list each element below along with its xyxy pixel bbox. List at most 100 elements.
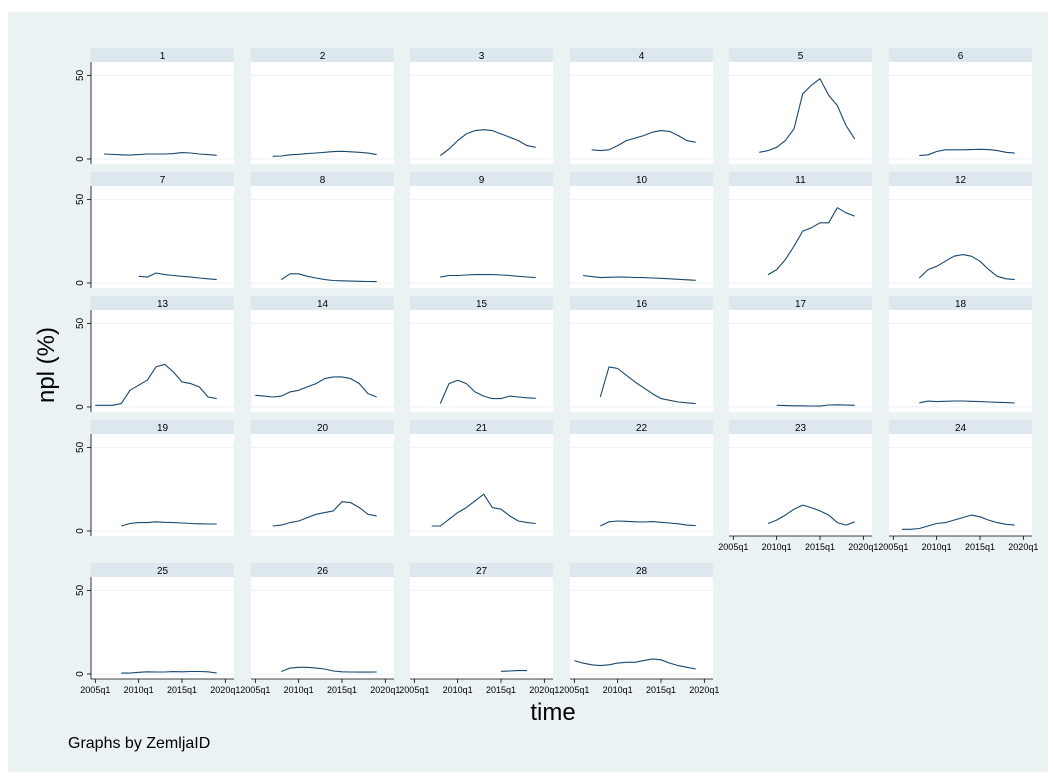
series-line — [776, 404, 855, 407]
x-tick-label: 2005q1 — [718, 542, 748, 552]
plot-area — [570, 296, 713, 412]
panel-27: 27 2005q1 2010q1 2015q1 2020q1 — [399, 563, 559, 695]
plot-area — [251, 420, 394, 536]
panel-title-strip — [570, 420, 713, 434]
panel-title: 25 — [157, 566, 169, 577]
panel-5: 5 — [729, 48, 872, 164]
panel-title-strip — [889, 172, 1032, 186]
panel-title: 20 — [317, 423, 329, 434]
plot-area — [570, 563, 713, 679]
x-axis-title: time — [530, 699, 575, 726]
plot-area — [91, 420, 234, 536]
plot-area — [889, 420, 1032, 536]
plot-area — [91, 172, 234, 288]
graphs-by-note: Graphs by ZemljaID — [68, 735, 210, 752]
series-line — [255, 376, 377, 398]
panel-title: 15 — [476, 299, 488, 310]
plot-area — [410, 48, 553, 164]
panel-title: 14 — [317, 299, 329, 310]
panel-2: 2 — [251, 48, 394, 164]
x-tick-label: 2020q1 — [210, 685, 240, 695]
plot-area — [889, 296, 1032, 412]
series-line — [767, 504, 855, 526]
panel-title: 3 — [479, 51, 485, 62]
plot-area — [251, 296, 394, 412]
panel-title-strip — [570, 563, 713, 577]
plot-area — [570, 420, 713, 536]
y-tick-label: 50 — [75, 441, 86, 453]
panel-title: 12 — [955, 175, 967, 186]
panel-title-strip — [729, 172, 872, 186]
panel-11: 11 — [729, 172, 872, 288]
x-tick-label: 2005q1 — [240, 685, 270, 695]
panel-title-strip — [729, 420, 872, 434]
panel-title-strip — [251, 172, 394, 186]
panel-17: 17 — [729, 296, 872, 412]
x-tick-label: 2010q1 — [603, 685, 633, 695]
panel-title: 17 — [795, 299, 807, 310]
panel-28: 28 2005q1 2010q1 2015q1 2020q1 — [559, 563, 719, 695]
panel-6: 6 — [889, 48, 1032, 164]
series-line — [574, 658, 696, 670]
plot-area — [91, 563, 234, 679]
panel-title: 26 — [317, 566, 329, 577]
panel-24: 24 2005q1 2010q1 2015q1 2020q1 — [878, 420, 1038, 552]
panel-title: 11 — [795, 175, 806, 186]
panel-title: 13 — [157, 299, 169, 310]
y-tick-label: 50 — [75, 69, 86, 81]
panel-4: 4 — [570, 48, 713, 164]
panel-title-strip — [410, 172, 553, 186]
series-line — [591, 130, 696, 152]
panel-title-strip — [889, 420, 1032, 434]
series-line — [121, 670, 217, 674]
x-tick-label: 2010q1 — [922, 542, 952, 552]
panel-title-strip — [570, 48, 713, 62]
series-line — [919, 400, 1015, 404]
panel-title-strip — [91, 563, 234, 577]
series-line — [759, 78, 856, 153]
series-line — [439, 129, 536, 157]
series-line — [103, 152, 217, 156]
panel-12: 12 — [889, 172, 1032, 288]
panel-title: 21 — [476, 423, 488, 434]
x-tick-label: 2020q1 — [848, 542, 878, 552]
series-line — [902, 514, 1015, 530]
y-tick-label: 0 — [75, 404, 86, 410]
plot-area — [91, 48, 234, 164]
plot-area — [410, 172, 553, 288]
panel-title: 19 — [157, 423, 169, 434]
panel-title: 7 — [160, 175, 166, 186]
x-tick-label: 2015q1 — [486, 685, 516, 695]
x-tick-label: 2020q1 — [1008, 542, 1038, 552]
panel-title-strip — [570, 172, 713, 186]
panel-title: 27 — [476, 566, 488, 577]
plot-area — [410, 420, 553, 536]
series-line — [138, 272, 217, 281]
y-tick-label: 50 — [75, 317, 86, 329]
panel-title-strip — [410, 420, 553, 434]
series-line — [918, 254, 1015, 281]
panel-title-strip — [91, 420, 234, 434]
panel-title: 24 — [955, 423, 967, 434]
panel-title-strip — [729, 48, 872, 62]
panel-title: 5 — [798, 51, 804, 62]
plot-area — [410, 563, 553, 679]
plot-area — [251, 172, 394, 288]
plot-area — [251, 563, 394, 679]
series-line — [600, 520, 696, 527]
y-tick-label: 0 — [75, 528, 86, 534]
series-line — [500, 670, 527, 672]
x-tick-label: 2020q1 — [370, 685, 400, 695]
panel-title: 16 — [636, 299, 648, 310]
panel-1: 1 0 50 — [75, 48, 234, 164]
plot-area — [729, 48, 872, 164]
panel-title: 10 — [636, 175, 648, 186]
panel-8: 8 — [251, 172, 394, 288]
panel-title-strip — [251, 296, 394, 310]
panel-title-strip — [570, 296, 713, 310]
panel-title-strip — [91, 296, 234, 310]
x-tick-label: 2005q1 — [399, 685, 429, 695]
